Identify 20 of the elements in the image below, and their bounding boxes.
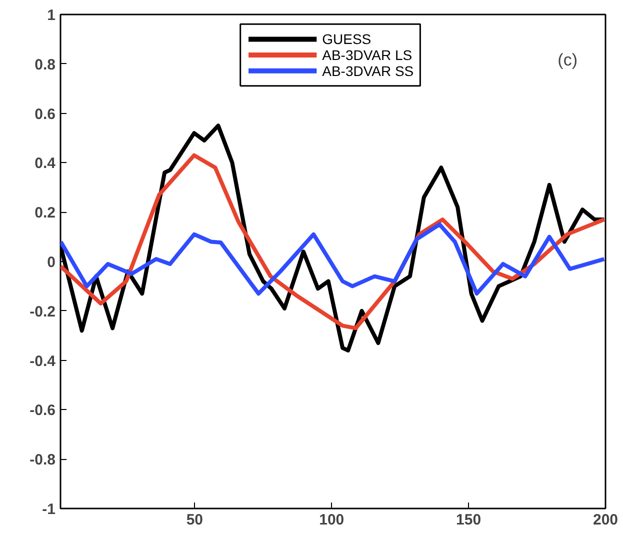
legend-label: GUESS (322, 31, 372, 48)
x-tick-label: 50 (186, 512, 204, 528)
y-tick-label: 0 (47, 254, 56, 271)
y-tick-label: 0.2 (34, 204, 56, 222)
legend-label: AB-3DVAR SS (322, 62, 414, 79)
x-tick-label: 100 (319, 512, 344, 528)
x-tick-label: 200 (592, 512, 618, 528)
y-tick-label: -0.4 (30, 352, 56, 370)
y-tick-label: -1 (42, 501, 56, 518)
y-tick-label: 0.6 (34, 106, 56, 123)
x-tick-label: 150 (456, 512, 482, 528)
y-tick-label: 1 (47, 7, 56, 24)
annotation: (c) (558, 50, 578, 70)
y-tick-label: 0.8 (34, 56, 56, 74)
legend-label: AB-3DVAR LS (322, 47, 412, 64)
y-tick-label: 0.4 (34, 155, 56, 172)
y-tick-label: -0.6 (30, 402, 56, 420)
line-series (60, 222, 606, 296)
y-tick-label: -0.8 (30, 452, 56, 469)
y-tick-label: -0.2 (30, 303, 56, 320)
